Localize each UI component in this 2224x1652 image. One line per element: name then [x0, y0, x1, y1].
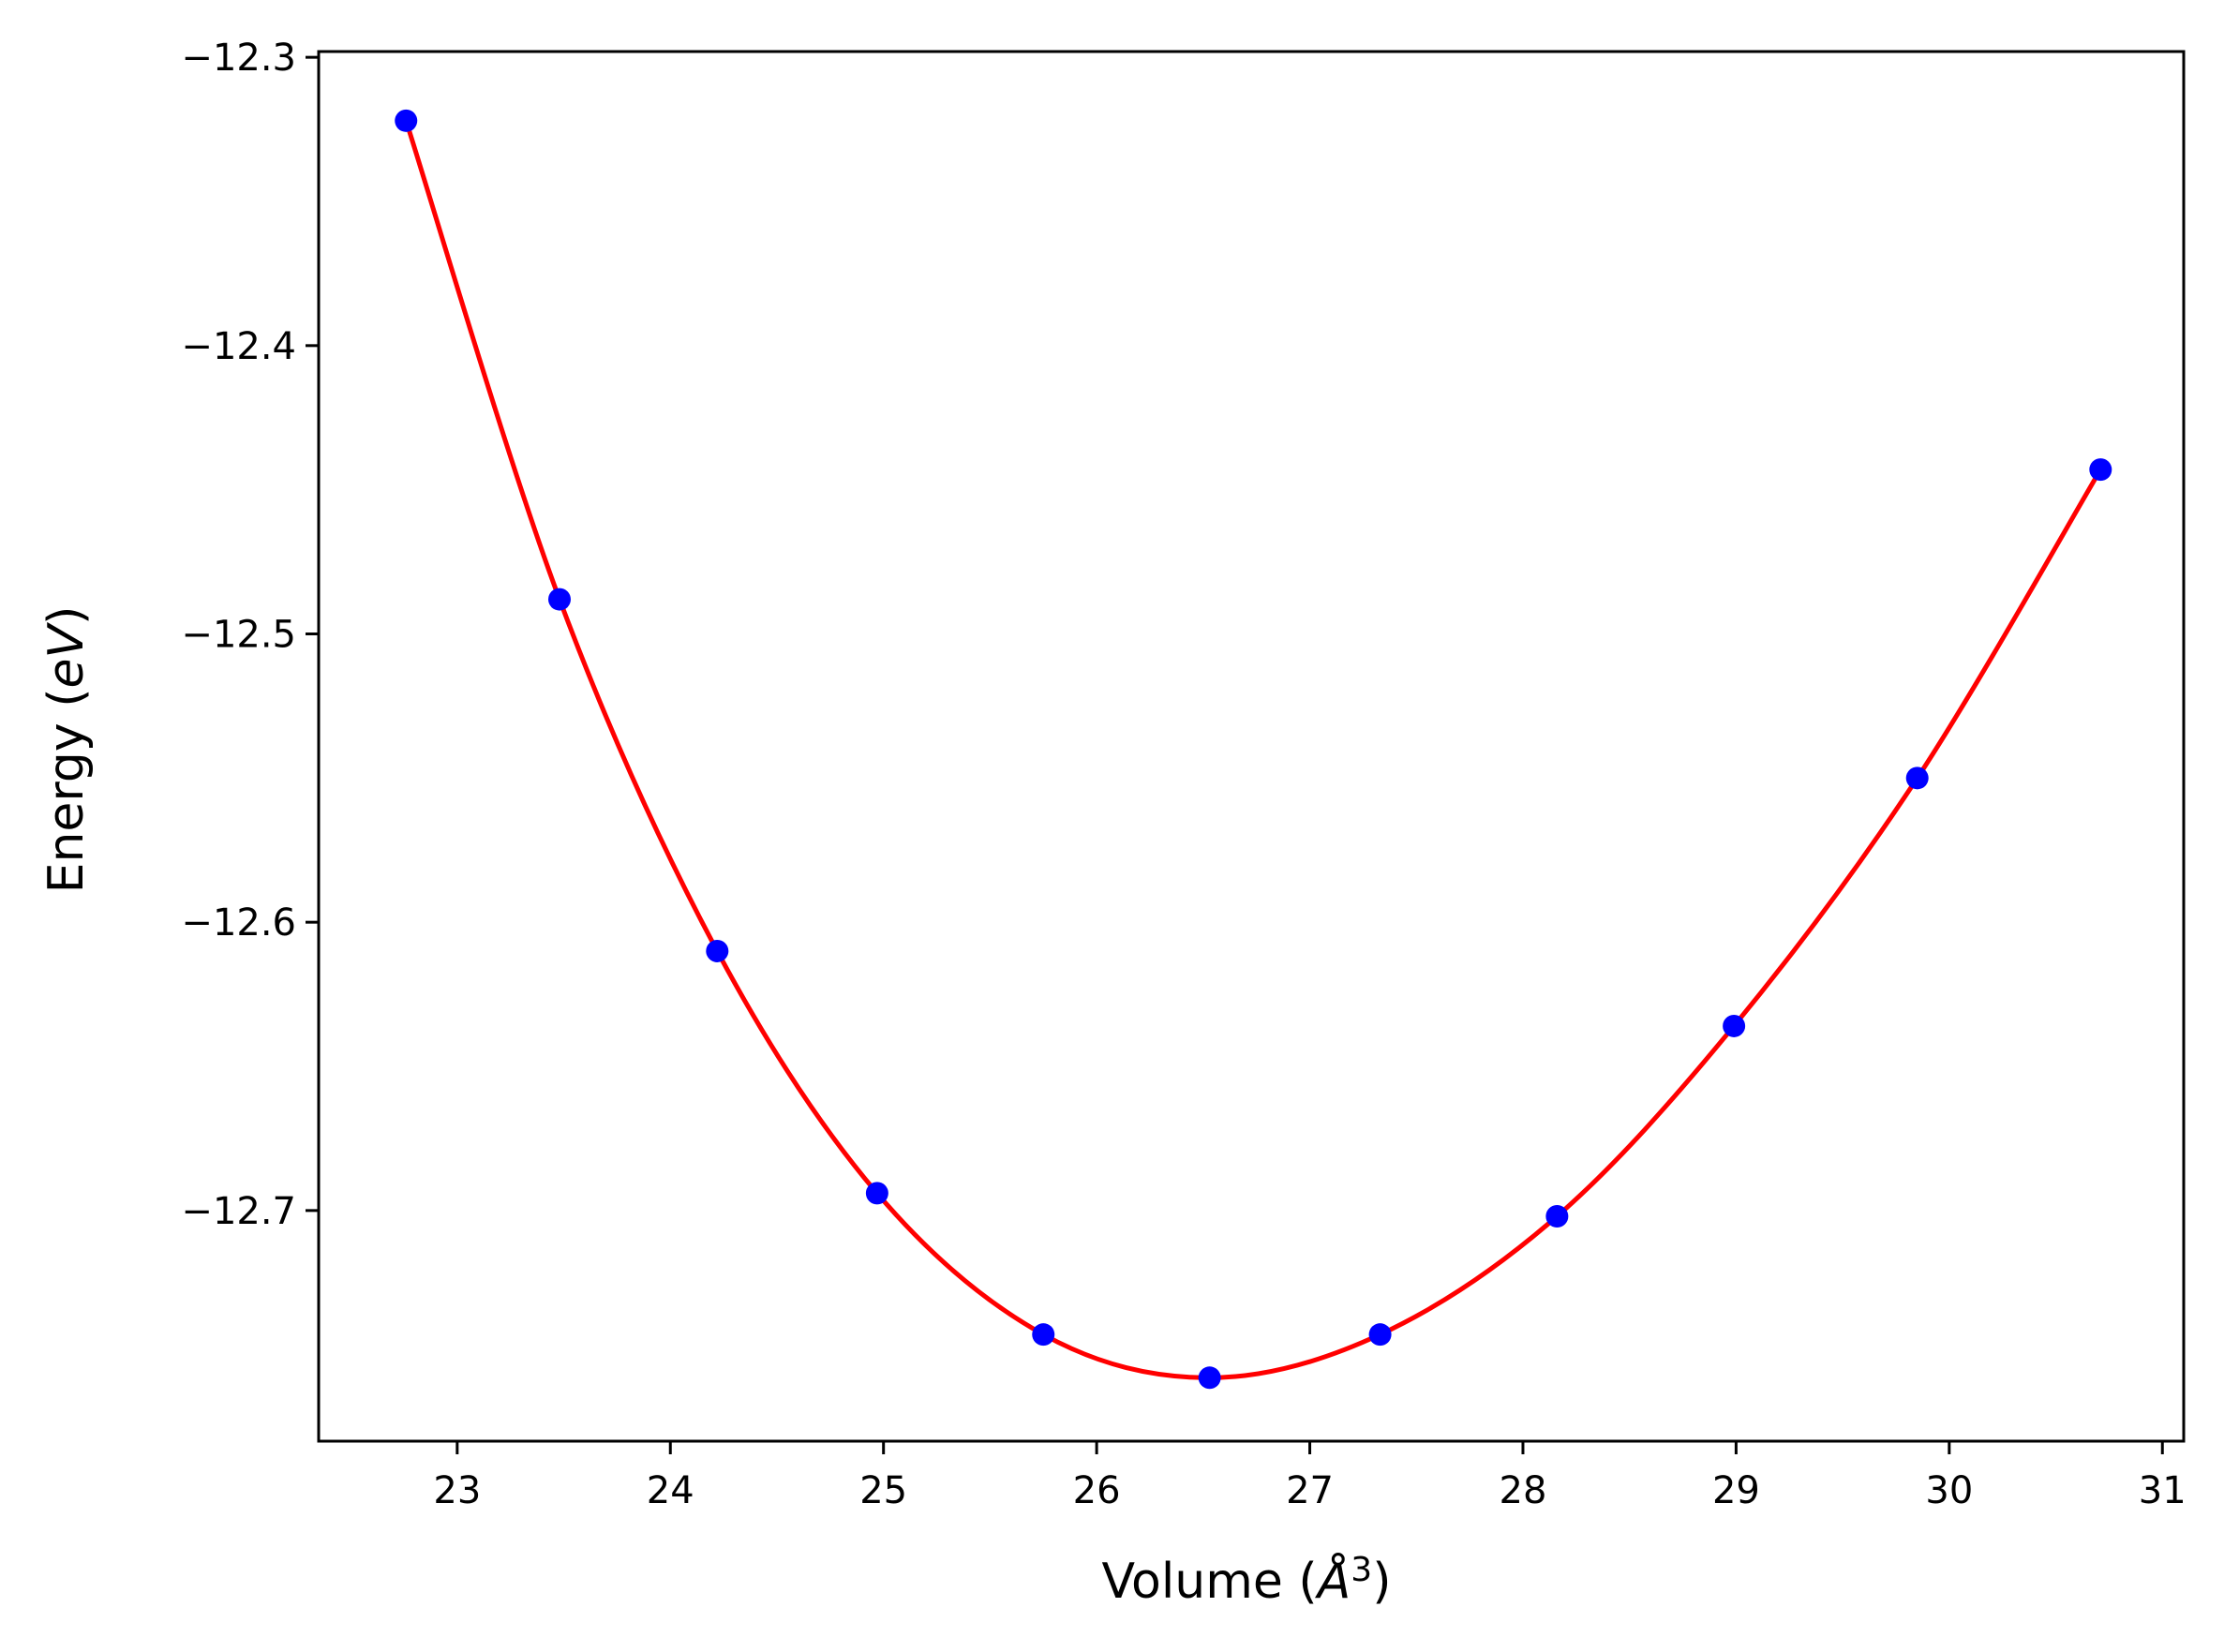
data-point — [1368, 1323, 1392, 1347]
y-tick-label: −12.5 — [181, 614, 296, 657]
x-tick-label: 28 — [1500, 1469, 1547, 1512]
data-point — [1545, 1205, 1569, 1228]
data-point — [1905, 766, 1929, 790]
data-point — [395, 109, 418, 132]
data-point — [1198, 1366, 1221, 1390]
data-point — [1032, 1323, 1055, 1347]
data-points-layer — [395, 109, 2112, 1390]
data-point — [547, 588, 571, 611]
plot-frame — [317, 50, 2186, 1443]
x-tick-label: 27 — [1286, 1469, 1334, 1512]
x-axis-title-symbol: Å — [1315, 1552, 1351, 1610]
data-point — [2089, 458, 2112, 482]
y-tick-label: −12.7 — [181, 1190, 296, 1233]
y-axis-title-suffix: ) — [38, 606, 95, 625]
x-axis-ticks: 23 24 25 26 27 28 29 30 31 — [433, 1441, 2187, 1512]
x-tick-label: 26 — [1073, 1469, 1121, 1512]
x-tick-label: 25 — [859, 1469, 907, 1512]
fit-curve-layer — [403, 120, 2103, 1380]
y-axis-ticks: −12.3 −12.4 −12.5 −12.6 −12.7 — [181, 37, 319, 1233]
fit-curve — [403, 120, 2103, 1380]
data-point — [1723, 1014, 1746, 1037]
data-point — [865, 1182, 888, 1205]
x-axis-title-power: 3 — [1351, 1551, 1372, 1589]
y-axis-title: Energy (eV) — [38, 606, 95, 894]
x-tick-label: 24 — [647, 1469, 694, 1512]
x-tick-label: 30 — [1925, 1469, 1973, 1512]
y-axis-title-prefix: Energy ( — [38, 689, 95, 894]
y-tick-label: −12.3 — [181, 37, 296, 80]
x-tick-label: 29 — [1712, 1469, 1760, 1512]
x-tick-label: 23 — [433, 1469, 481, 1512]
y-tick-label: −12.6 — [181, 901, 296, 945]
x-axis-title-suffix: ) — [1372, 1554, 1391, 1610]
data-point — [706, 939, 729, 962]
x-axis-title: Volume (Å3) — [1102, 1551, 1392, 1610]
x-axis-title-prefix: Volume ( — [1102, 1554, 1318, 1610]
y-axis-title-unit: eV — [38, 622, 95, 689]
x-tick-label: 31 — [2139, 1469, 2187, 1512]
y-tick-label: −12.4 — [181, 325, 296, 368]
